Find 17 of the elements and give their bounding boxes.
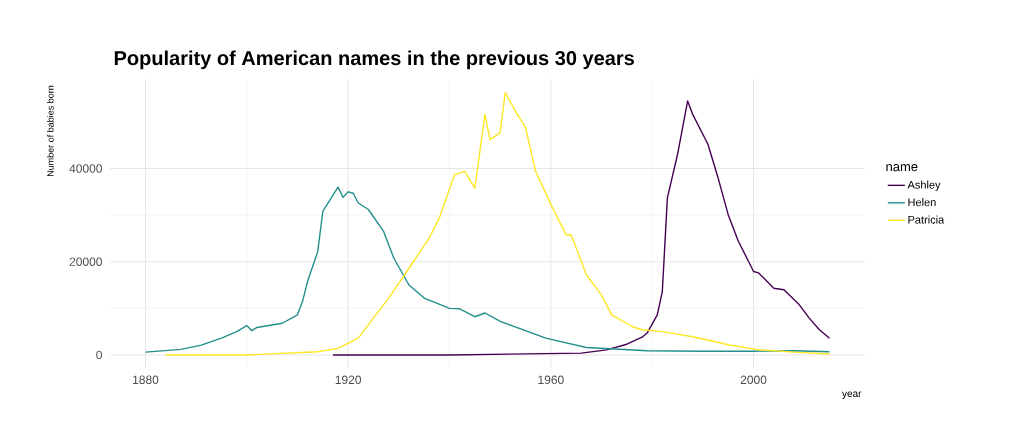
legend-label: Ashley bbox=[907, 180, 941, 191]
x-tick-label: 2000 bbox=[740, 375, 767, 385]
y-tick-label: 0 bbox=[96, 350, 102, 360]
line-series bbox=[332, 100, 831, 356]
y-tick-label: 20000 bbox=[69, 257, 102, 266]
legend-label: Patricia bbox=[908, 215, 945, 224]
line-series bbox=[144, 186, 831, 353]
x-axis-title: year bbox=[842, 391, 862, 399]
y-axis-title: Number of babies born bbox=[47, 85, 54, 177]
x-tick-label: 1920 bbox=[335, 375, 362, 385]
x-tick-label: 1880 bbox=[133, 375, 159, 385]
chart-title: Popularity of American names in the previous 30 years bbox=[114, 50, 634, 70]
legend-label: Helen bbox=[908, 198, 936, 207]
x-tick-label: 1960 bbox=[538, 375, 564, 385]
legend-title: name bbox=[886, 164, 918, 172]
line-series bbox=[165, 91, 831, 356]
y-tick-label: 40000 bbox=[69, 164, 102, 173]
